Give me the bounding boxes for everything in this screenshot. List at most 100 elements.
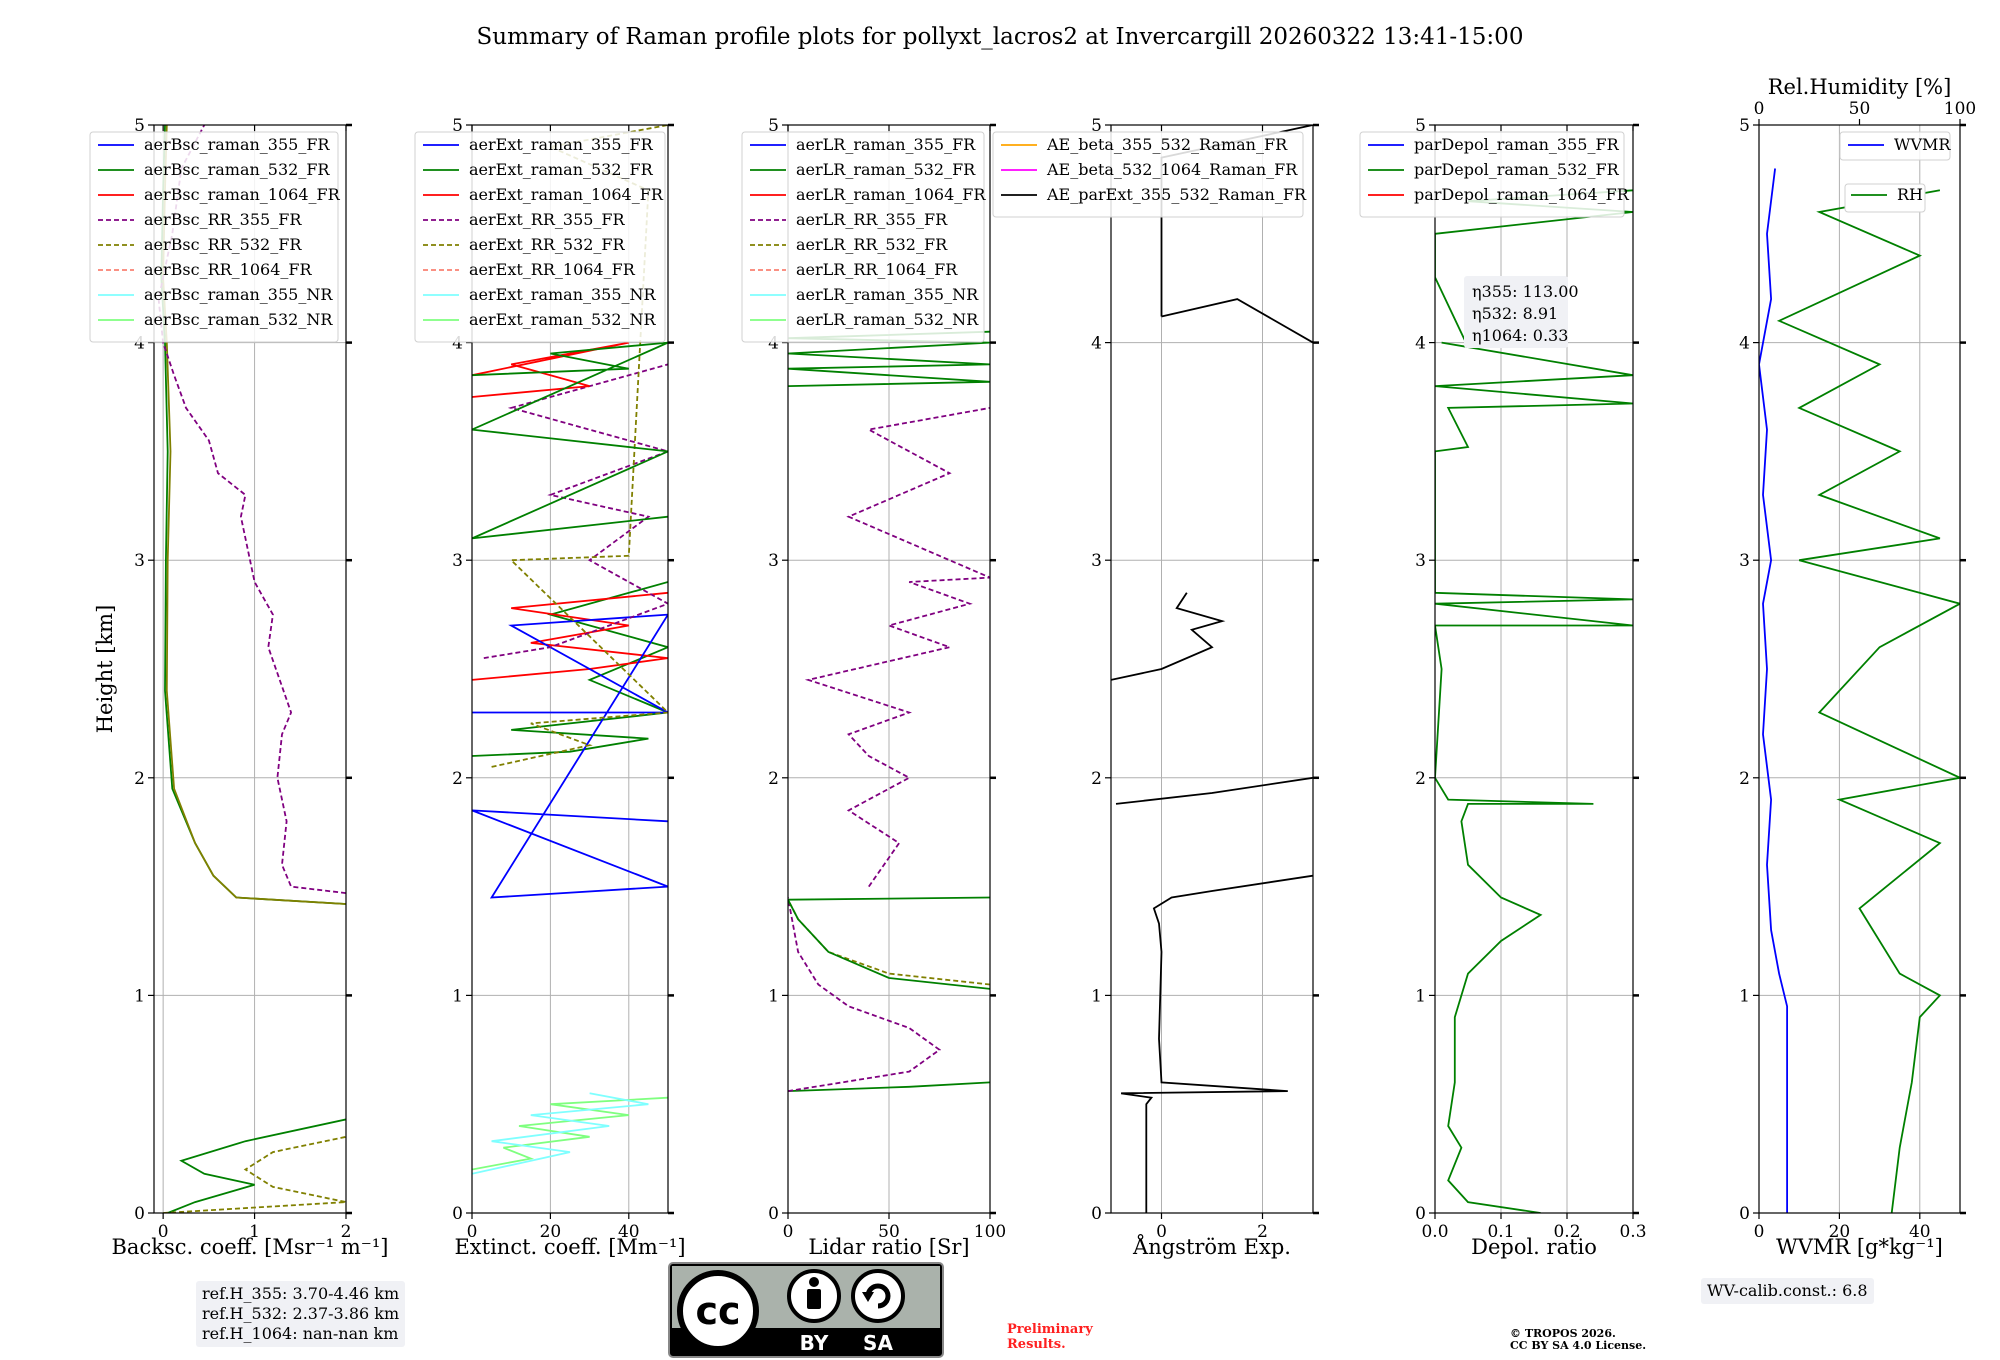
x-tick-label: 100 (974, 1222, 1006, 1242)
y-tick-label: 0 (134, 1204, 145, 1224)
legend-entry: aerBsc_raman_1064_FR (144, 185, 341, 204)
legend-box (741, 131, 985, 343)
preliminary-line-2: Results. (1007, 1337, 1066, 1352)
series-line-aerBsc_RR_532_FR (163, 1135, 346, 1213)
series-line-aerExt_raman_532_NR (472, 1096, 668, 1171)
legend-box-rh (1844, 183, 1926, 213)
legend-entry: aerBsc_raman_532_FR (144, 160, 330, 179)
y-tick-label: 3 (134, 551, 145, 571)
x-tick-label: 50 (878, 1222, 900, 1242)
y-tick-label: 2 (134, 769, 145, 789)
reference-height-box: ref.H_355: 3.70-4.46 km ref.H_532: 2.37-… (196, 1281, 406, 1347)
x-axis-label: Backsc. coeff. [Msr⁻¹ m⁻¹] (112, 1235, 389, 1259)
figure-title: Summary of Raman profile plots for polly… (477, 24, 1524, 50)
legend-entry: aerLR_RR_1064_FR (796, 260, 958, 279)
y-tick-label: 5 (1091, 116, 1102, 136)
y-tick-label: 0 (768, 1204, 779, 1224)
x-tick-label: 0.1 (1487, 1222, 1514, 1242)
legend-entry: aerLR_raman_1064_FR (796, 185, 986, 204)
preliminary-results-note: Preliminary Results. (1007, 1322, 1093, 1352)
series-line-parDepol_raman_532_FR (1435, 189, 1633, 1213)
x-tick-label: 20 (540, 1222, 562, 1242)
y-tick-label: 0 (452, 1204, 463, 1224)
y-tick-label: 1 (452, 986, 463, 1006)
y-tick-label: 2 (1415, 769, 1426, 789)
ref-height-532: ref.H_532: 2.37-3.86 km (202, 1304, 400, 1323)
legend: aerBsc_raman_355_FR aerBsc_raman_532_FRae… (89, 131, 341, 343)
legend-entry: aerLR_raman_532_NR (796, 310, 979, 329)
x-tick-label: 0.0 (1421, 1222, 1448, 1242)
x-tick-label: 40 (1909, 1222, 1931, 1242)
ref-height-355: ref.H_355: 3.70-4.46 km (202, 1284, 400, 1303)
y-tick-label: 3 (1091, 551, 1102, 571)
x-tick-label: 0 (158, 1222, 169, 1242)
eta-annotation-line: η1064: 0.33 (1472, 326, 1568, 345)
y-tick-label: 3 (1415, 551, 1426, 571)
legend-entry: aerExt_raman_1064_FR (469, 185, 664, 204)
eta-annotation-box (1464, 276, 1568, 348)
x-axis-label: Extinct. coeff. [Mm⁻¹] (454, 1235, 685, 1259)
x2-tick-label: 0 (1754, 99, 1765, 119)
legend-entry: aerBsc_raman_532_NR (144, 310, 333, 329)
y-tick-label: 5 (1739, 116, 1750, 136)
series-line-aerLR_RR_355_FR (788, 897, 942, 1092)
panel-dep: 0 1 2 3 4 5 0.0 0.1 0.2 0.3 Depol. ratio parDepol_r… (1359, 116, 1647, 1259)
series-line-WVMR (1759, 168, 1788, 1213)
sa-share-alike-icon (851, 1269, 905, 1323)
wv-calibration-constant: WV-calib.const.: 6.8 (1707, 1281, 1868, 1300)
legend-box (89, 131, 339, 343)
legend-entry: aerExt_raman_355_FR (469, 135, 654, 154)
eta-annotation-line: η532: 8.91 (1472, 304, 1558, 323)
y-tick-label: 1 (768, 986, 779, 1006)
series-line-AE_parExt_355_532_Raman_FR (1111, 592, 1226, 681)
cc-by-label: BY (800, 1331, 829, 1355)
legend-box (1359, 131, 1625, 218)
y-tick-label: 3 (768, 551, 779, 571)
series-line-RH (1776, 189, 1960, 1213)
legend-box (1839, 131, 1951, 161)
x2-axis-label: Rel.Humidity [%] (1768, 75, 1952, 99)
legend-entry: aerLR_raman_355_NR (796, 285, 979, 304)
y-tick-label: 1 (1739, 986, 1750, 1006)
legend-entry: aerBsc_RR_355_FR (144, 210, 302, 229)
y-tick-label: 3 (1739, 551, 1750, 571)
series-line-aerBsc_RR_355_FR (157, 125, 346, 894)
copyright-note: © TROPOS 2026. CC BY SA 4.0 License. (1510, 1328, 1646, 1352)
legend: parDepol_raman_355_FR parDepol_raman_532_… (1359, 131, 1630, 218)
legend: aerLR_raman_355_FR aerLR_raman_532_FR aerL… (741, 131, 986, 343)
y-tick-label: 1 (134, 986, 145, 1006)
x-axis-label: Ångström Exp. (1132, 1234, 1291, 1259)
legend-entry: aerExt_raman_355_NR (469, 285, 657, 304)
legend-entry: aerExt_raman_532_FR (469, 160, 654, 179)
series-line-aerExt_raman_1064_FR (472, 591, 668, 681)
series-line-aerExt_raman_1064_FR (472, 341, 629, 398)
x-tick-label: 0.3 (1619, 1222, 1646, 1242)
y-tick-label: 4 (1415, 334, 1426, 354)
y-tick-label: 2 (1091, 769, 1102, 789)
legend: AE_beta_355_532_Raman_FR AE_beta_532_1064… (992, 131, 1307, 218)
y-tick-label: 4 (452, 334, 463, 354)
series-line-AE_parExt_355_532_Raman_FR (1120, 874, 1313, 1213)
legend-entry: aerLR_RR_355_FR (796, 210, 948, 229)
x2-tick-label: 100 (1944, 99, 1976, 119)
legend-entry: parDepol_raman_1064_FR (1414, 185, 1630, 204)
x-axis-label: Depol. ratio (1471, 1235, 1597, 1259)
x2-tick-label: 50 (1849, 99, 1871, 119)
x-tick-label: 0 (1156, 1222, 1167, 1242)
series-line-aerLR_raman_532_FR (788, 1081, 990, 1092)
y-axis-label: Height [km] (93, 605, 117, 734)
series-line-aerExt_raman_532_FR (472, 341, 668, 540)
y-tick-label: 0 (1415, 1204, 1426, 1224)
eta-annotation-line: η355: 113.00 (1472, 282, 1579, 301)
y-tick-label: 5 (134, 116, 145, 136)
series-line-aerExt_raman_532_FR (472, 581, 668, 757)
x-tick-label: 0 (783, 1222, 794, 1242)
y-tick-label: 1 (1415, 986, 1426, 1006)
legend: WVMR RH (1839, 131, 1951, 213)
ref-height-1064: ref.H_1064: nan-nan km (202, 1324, 399, 1343)
